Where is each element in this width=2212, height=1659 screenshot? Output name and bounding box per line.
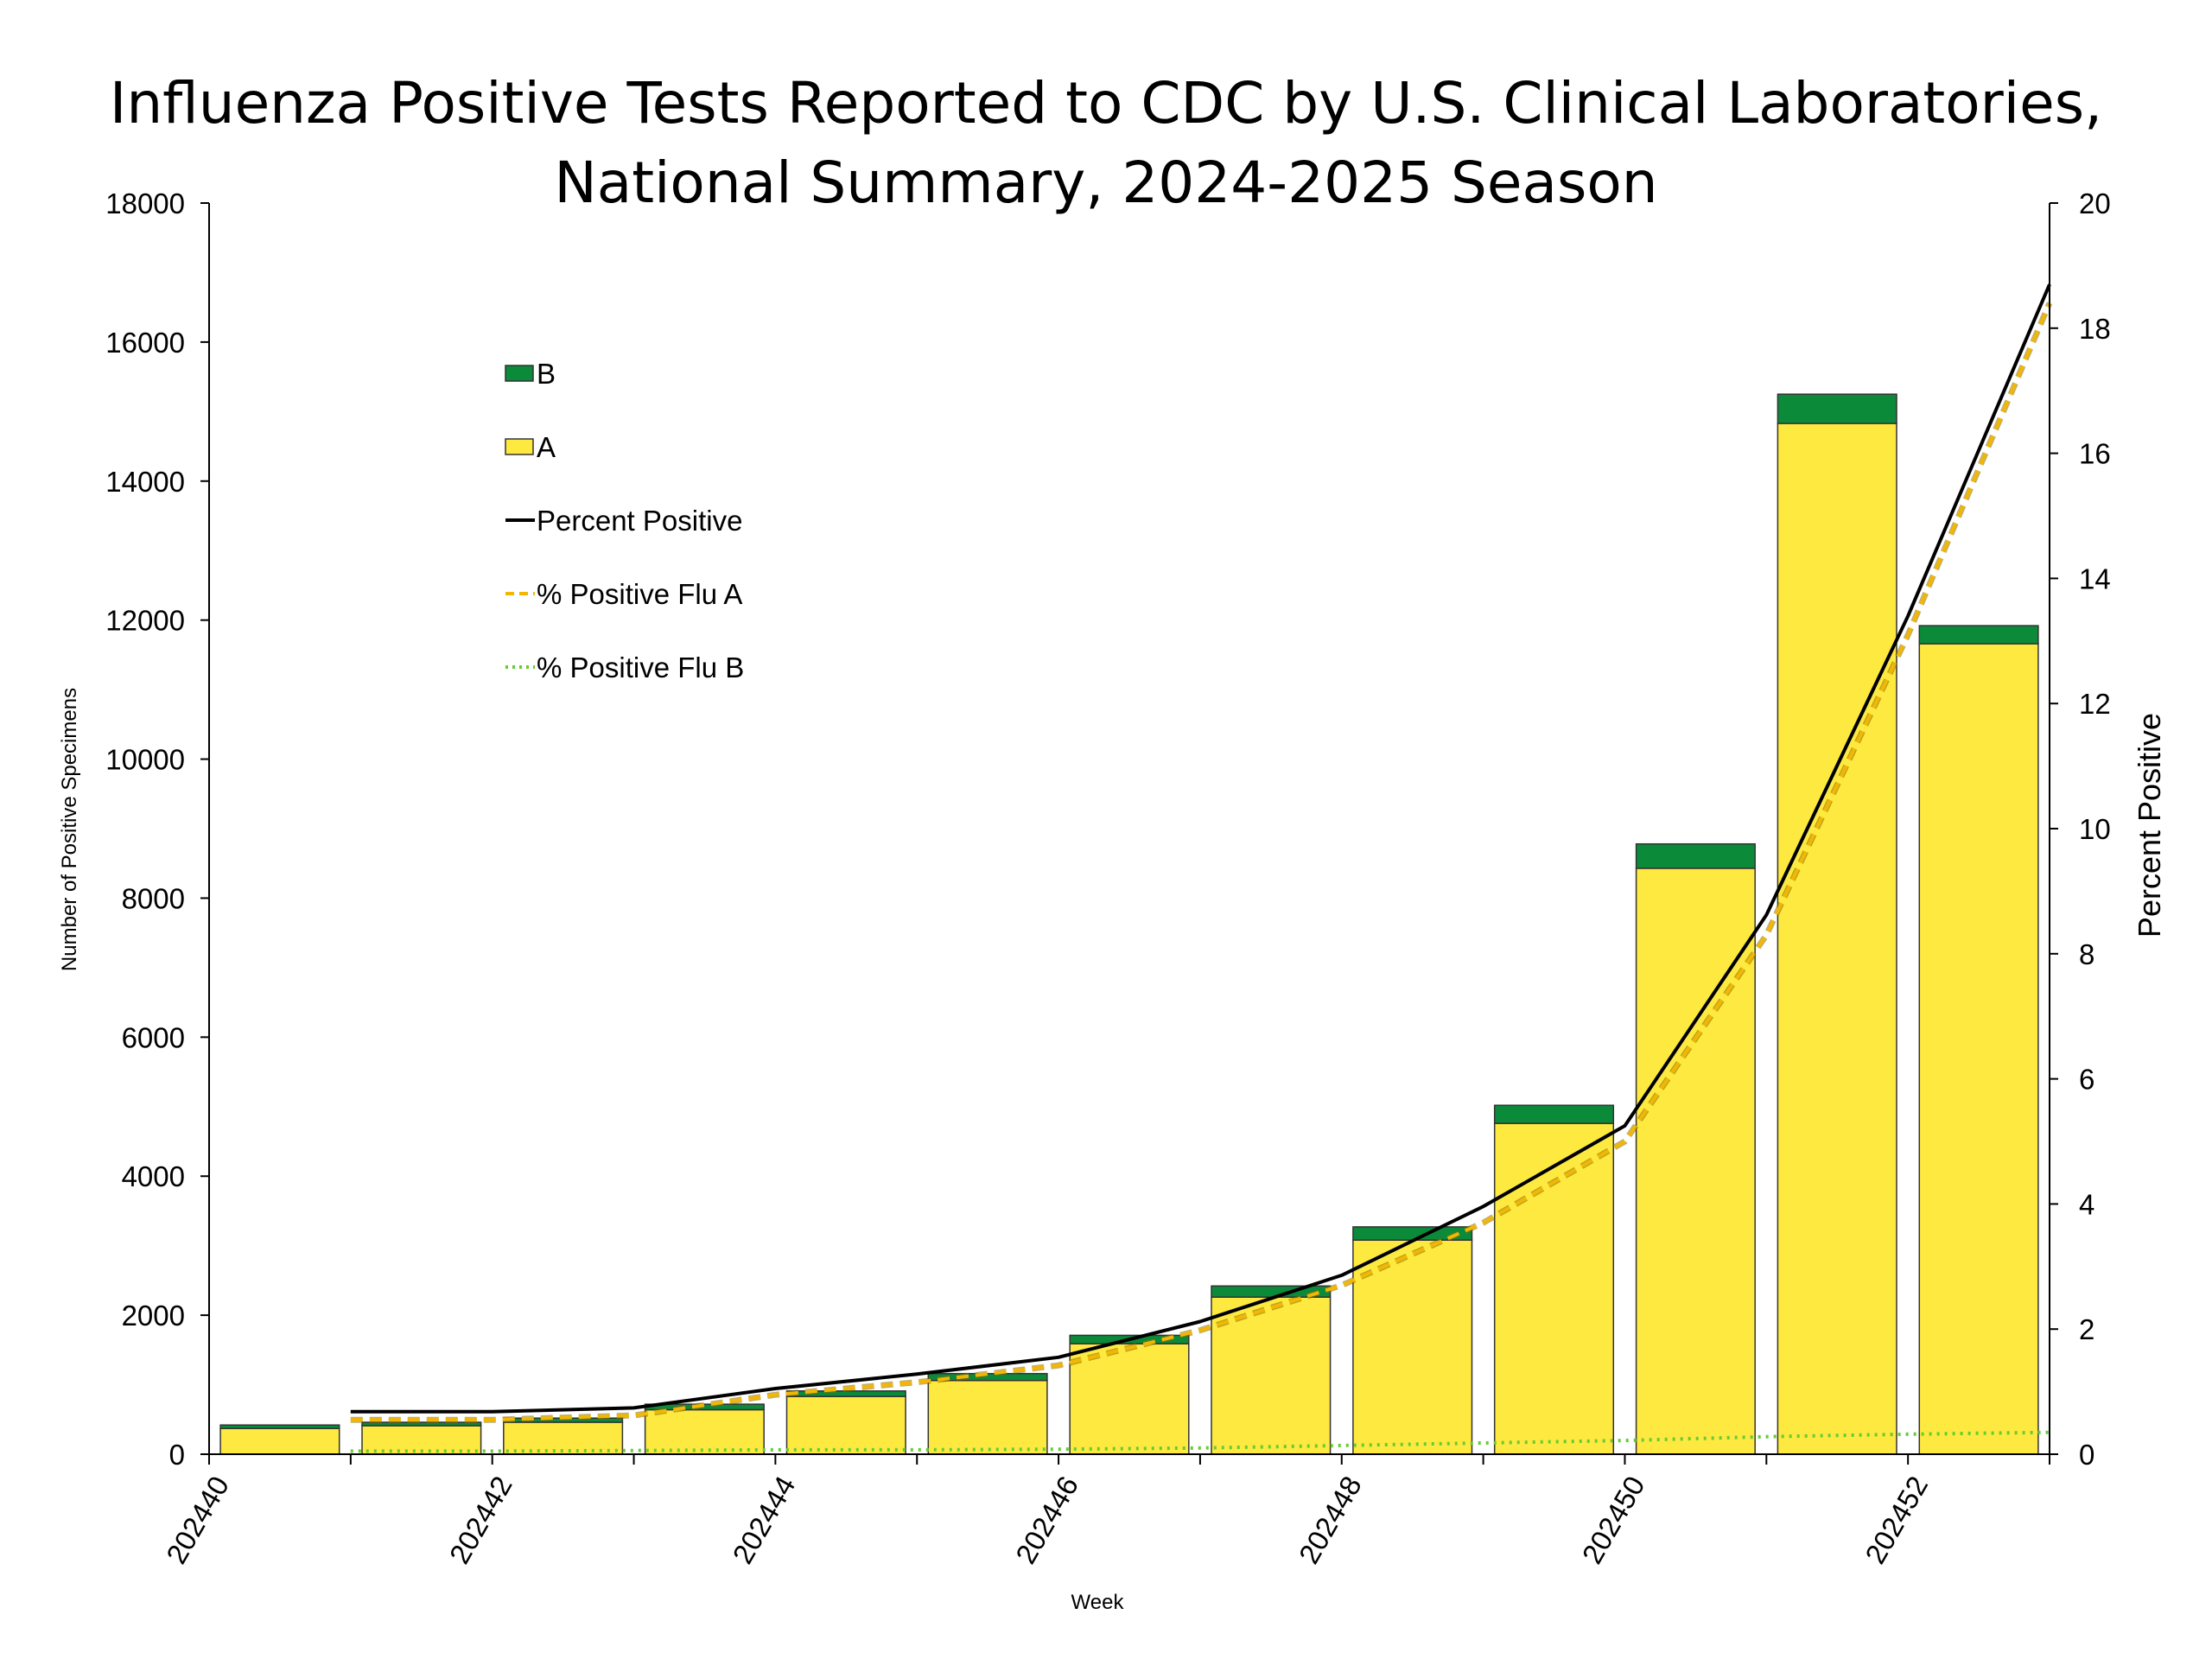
right-tick-label-20: 20: [2079, 188, 2111, 219]
right-tick-label-2: 2: [2079, 1313, 2094, 1345]
left-tick-label-6000: 6000: [122, 1021, 185, 1053]
legend-swatch-a: [505, 438, 534, 455]
line-positive-flu-a: [350, 302, 2051, 1422]
left-tick-label-18000: 18000: [105, 188, 185, 219]
right-tick-label-4: 4: [2079, 1188, 2094, 1220]
bar-b-202445: [927, 1372, 1048, 1382]
left-axis-label: Number of Positive Specimens: [58, 688, 81, 971]
left-tick-label-0: 0: [169, 1439, 185, 1471]
x-tick-label-202448: 202448: [1293, 1471, 1368, 1569]
line-group: [350, 283, 2053, 1453]
chart-title-line-1: Influenza Positive Tests Reported to CDC…: [110, 70, 2102, 137]
left-ticks: 0 2000 4000 6000 8000 10000 12000 14000 16000 180…: [105, 188, 209, 1471]
right-tick-label-6: 6: [2079, 1064, 2094, 1096]
bar-a-202448: [1352, 1239, 1473, 1455]
left-tick-label-8000: 8000: [122, 882, 185, 914]
bar-b-202452: [1918, 625, 2039, 645]
left-tick-label-2000: 2000: [122, 1300, 185, 1332]
right-tick-label-16: 16: [2079, 438, 2111, 470]
legend-label-a: A: [537, 431, 556, 463]
bar-b-202440: [219, 1424, 340, 1429]
right-tick-label-10: 10: [2079, 813, 2111, 845]
legend-label-b: B: [537, 358, 556, 390]
right-tick-label-14: 14: [2079, 563, 2111, 594]
bar-a-202449: [1493, 1122, 1615, 1455]
bar-b-202450: [1635, 842, 1756, 869]
x-axis-label: Week: [1071, 1591, 1125, 1614]
line-positive-flu-b: [350, 1430, 2050, 1453]
line-percent-positive: [350, 283, 2051, 1414]
left-tick-label-10000: 10000: [105, 744, 185, 776]
left-tick-label-4000: 4000: [122, 1160, 185, 1192]
bar-b-202449: [1493, 1104, 1615, 1124]
x-tick-label-202442: 202442: [443, 1471, 518, 1569]
right-axis-label: Percent Positive: [2132, 713, 2167, 938]
legend-label-positive-flu-a: % Positive Flu A: [537, 578, 742, 610]
bar-a-202446: [1069, 1343, 1190, 1455]
bar-a-202451: [1777, 423, 1897, 1455]
bar-a-202452: [1918, 643, 2039, 1455]
left-tick-label-16000: 16000: [105, 327, 185, 359]
x-ticks: 202440 202442 202444 202446 202448 202450 2024…: [160, 1454, 2050, 1569]
bar-b-202441: [361, 1421, 482, 1427]
left-tick-label-12000: 12000: [105, 605, 185, 637]
bar-a-202440: [219, 1427, 340, 1455]
bar-a-202443: [644, 1408, 765, 1455]
bar-a-202450: [1635, 868, 1756, 1455]
bar-a-202445: [927, 1379, 1048, 1455]
x-tick-label-202450: 202450: [1575, 1471, 1650, 1569]
right-tick-label-12: 12: [2079, 688, 2111, 720]
legend-label-percent-positive: Percent Positive: [537, 505, 742, 537]
legend: B A Percent Positive % Positive Flu A % Posi…: [505, 358, 744, 683]
x-tick-label-202444: 202444: [726, 1471, 801, 1569]
x-tick-label-202446: 202446: [1009, 1471, 1084, 1569]
right-tick-label-0: 0: [2079, 1439, 2094, 1471]
right-tick-label-18: 18: [2079, 313, 2111, 345]
right-ticks: 0 2 4 6 8 10 12 14 16 18 20: [2050, 188, 2111, 1471]
legend-label-positive-flu-b: % Positive Flu B: [537, 652, 744, 683]
bar-b-202444: [785, 1390, 906, 1397]
x-tick-label-202452: 202452: [1859, 1471, 1934, 1569]
bar-group: [219, 393, 2039, 1455]
bar-a-202447: [1211, 1296, 1332, 1455]
right-tick-label-8: 8: [2079, 938, 2094, 970]
left-tick-label-14000: 14000: [105, 466, 185, 498]
legend-swatch-b: [505, 365, 534, 382]
axes-group: [208, 203, 2050, 1455]
chart-title-line-2: National Summary, 2024-2025 Season: [554, 149, 1657, 216]
x-tick-label-202440: 202440: [160, 1471, 235, 1569]
bar-b-202451: [1777, 393, 1897, 424]
bar-a-202444: [785, 1395, 906, 1455]
